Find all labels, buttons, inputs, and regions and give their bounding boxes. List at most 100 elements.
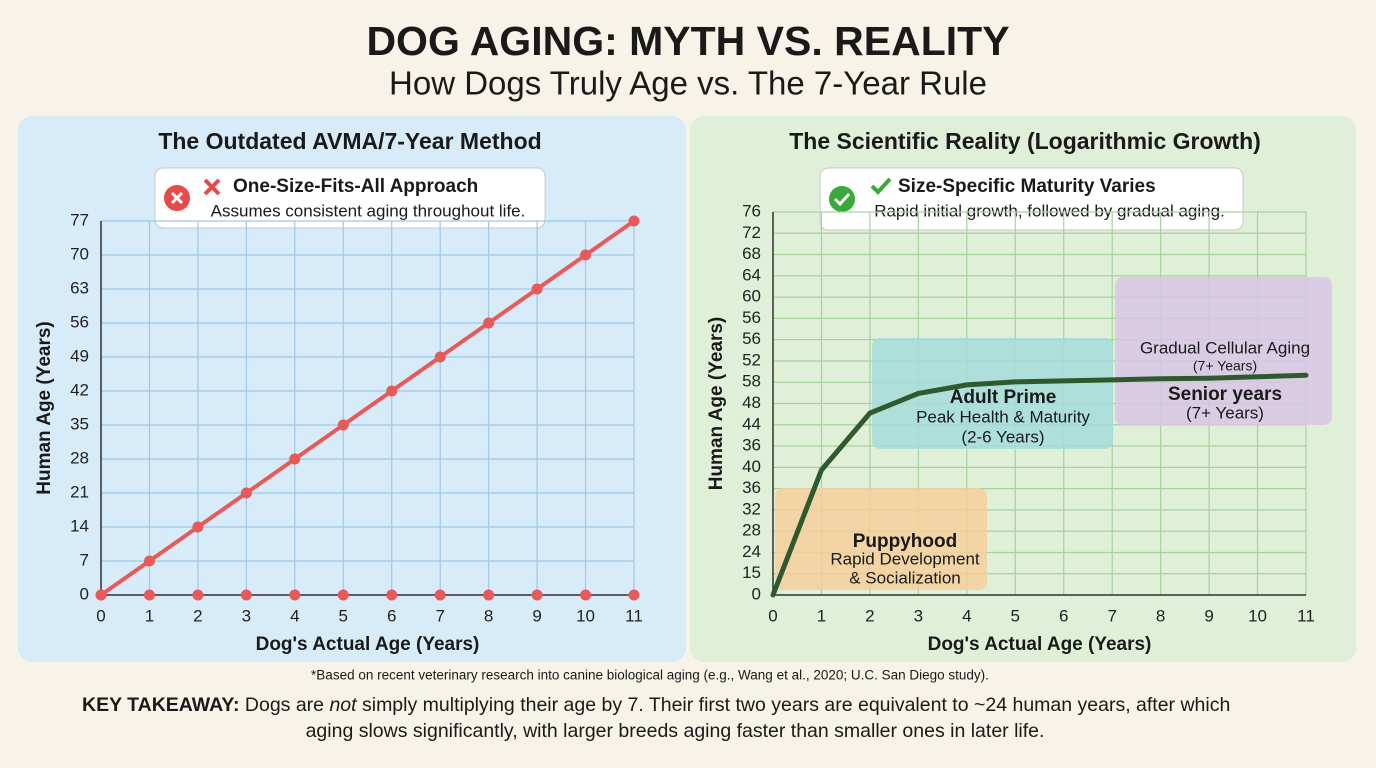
x-tick-label: 5	[339, 606, 348, 625]
x-tick-label: 4	[290, 606, 299, 625]
data-point	[531, 283, 543, 295]
x-tick-label: 3	[242, 606, 251, 625]
y-tick-label: 48	[742, 393, 761, 412]
callout-icon	[829, 186, 855, 212]
annotation-text: (7+ Years)	[1186, 403, 1264, 422]
x-tick-dot	[386, 589, 398, 601]
y-tick-label: 0	[752, 584, 761, 603]
y-tick-label: 63	[70, 278, 89, 297]
annotation-text: (2-6 Years)	[961, 427, 1044, 446]
takeaway-text: Dogs are	[239, 694, 329, 716]
x-tick-dot	[337, 589, 349, 601]
y-tick-label: 35	[70, 414, 89, 433]
x-tick-label: 5	[1011, 606, 1020, 625]
x-tick-label: 3	[914, 606, 923, 625]
y-tick-label: 44	[742, 414, 761, 433]
x-tick-label: 8	[484, 606, 493, 625]
annotation-text: Rapid Development	[830, 549, 980, 568]
y-tick-label: 60	[742, 287, 761, 306]
y-tick-label: 32	[742, 499, 761, 518]
y-tick-label: 52	[742, 350, 761, 369]
takeaway-line-2: aging slows significantly, with larger b…	[306, 720, 1045, 742]
callout-text: Assumes consistent aging throughout life…	[211, 201, 526, 220]
y-tick-label: 28	[742, 521, 761, 540]
data-point	[628, 215, 640, 227]
data-point	[434, 351, 446, 363]
x-tick-label: 7	[1107, 606, 1116, 625]
x-axis-label: Dog's Actual Age (Years)	[928, 634, 1152, 655]
y-tick-label: 56	[742, 329, 761, 348]
x-tick-label: 4	[962, 606, 971, 625]
x-tick-dot	[289, 589, 301, 601]
data-point	[580, 249, 592, 261]
y-tick-label: 24	[742, 542, 761, 561]
y-tick-label: 76	[742, 201, 761, 220]
callout-glyph	[203, 178, 221, 196]
x-tick-label: 1	[817, 606, 826, 625]
data-point	[483, 317, 495, 329]
y-tick-label: 56	[742, 308, 761, 327]
callout-icon-mark	[170, 191, 184, 205]
callout-icon-mark	[833, 192, 851, 207]
data-line	[99, 219, 636, 597]
y-tick-label: 70	[70, 244, 89, 263]
annotation-box	[1115, 277, 1332, 425]
y-tick-label: 21	[70, 482, 89, 501]
takeaway-label: KEY TAKEAWAY:	[82, 694, 239, 716]
data-point	[240, 487, 252, 499]
x-tick-label: 0	[96, 606, 105, 625]
x-tick-dot	[628, 589, 640, 601]
x-tick-dot	[580, 589, 592, 601]
page-subtitle: How Dogs Truly Age vs. The 7-Year Rule	[389, 65, 987, 102]
takeaway-line-1: KEY TAKEAWAY: Dogs are not simply multip…	[82, 694, 1230, 716]
x-tick-label: 0	[768, 606, 777, 625]
x-tick-label: 7	[435, 606, 444, 625]
data-line	[770, 372, 1309, 598]
y-tick-label: 56	[70, 312, 89, 331]
data-point	[289, 453, 301, 465]
callout-glyph	[870, 177, 892, 195]
y-tick-label: 58	[742, 372, 761, 391]
annotation-box	[775, 488, 987, 590]
data-point	[192, 521, 204, 533]
x-tick-dot	[192, 589, 204, 601]
x-tick-label: 1	[145, 606, 154, 625]
y-tick-label: 0	[80, 584, 89, 603]
y-tick-label: 28	[70, 448, 89, 467]
callout-box	[154, 167, 546, 229]
footnote: *Based on recent veterinary research int…	[311, 668, 989, 683]
y-tick-label: 40	[742, 457, 761, 476]
x-tick-label: 9	[1204, 606, 1213, 625]
x-tick-label: 11	[1297, 606, 1315, 625]
page-title: DOG AGING: MYTH VS. REALITY	[366, 18, 1009, 64]
y-tick-label: 36	[742, 478, 761, 497]
takeaway-emphasis: not	[329, 694, 358, 716]
chart-title: The Outdated AVMA/7-Year Method	[158, 128, 541, 154]
x-tick-label: 11	[625, 606, 643, 625]
y-axis-label: Human Age (Years)	[34, 321, 55, 495]
x-tick-dot	[483, 589, 495, 601]
x-tick-label: 10	[576, 606, 595, 625]
y-tick-label: 14	[70, 516, 89, 535]
x-tick-label: 9	[532, 606, 541, 625]
callout-title: One-Size-Fits-All Approach	[233, 176, 478, 197]
x-tick-label: 8	[1156, 606, 1165, 625]
data-point	[337, 419, 349, 431]
x-tick-label: 6	[387, 606, 396, 625]
data-point	[143, 555, 155, 567]
y-axis-label: Human Age (Years)	[706, 317, 727, 491]
x-tick-label: 10	[1248, 606, 1267, 625]
x-tick-dot	[240, 589, 252, 601]
chart-title: The Scientific Reality (Logarithmic Grow…	[789, 128, 1261, 154]
y-tick-label: 36	[742, 436, 761, 455]
callout-title: Size-Specific Maturity Varies	[898, 176, 1156, 197]
takeaway-text: simply multiplying their age by 7. Their…	[357, 694, 1231, 716]
y-tick-label: 15	[742, 563, 761, 582]
x-tick-dot	[434, 589, 446, 601]
data-point	[386, 385, 398, 397]
annotation-title: Adult Prime	[950, 387, 1057, 408]
callout-text: Rapid initial growth, followed by gradua…	[874, 201, 1225, 220]
annotation-title: Senior years	[1168, 384, 1282, 405]
x-axis-label: Dog's Actual Age (Years)	[256, 634, 480, 655]
